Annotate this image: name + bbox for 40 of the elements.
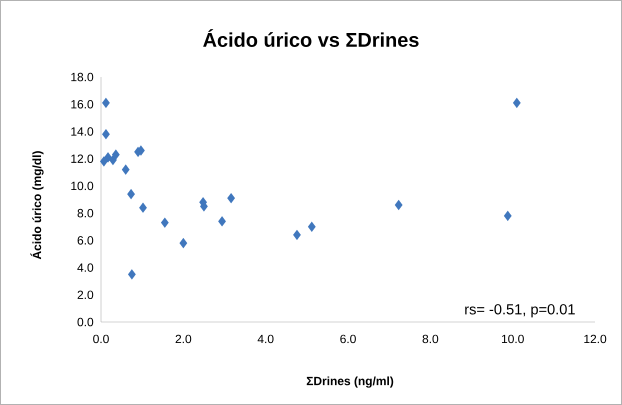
point [394, 200, 403, 210]
annotation: rs= -0.51, p=0.01 [465, 304, 575, 318]
y-tick-label: 4.0 [77, 263, 94, 272]
y-tick-label: 10.0 [71, 182, 94, 190]
point [512, 98, 521, 108]
x-tick-label: 12.0 [584, 334, 606, 344]
point [293, 230, 301, 240]
point [504, 210, 512, 221]
x-axis-title: ΣDrines (ng/ml) [306, 376, 394, 388]
point [100, 156, 108, 166]
x-tick-label: 10.0 [502, 334, 524, 344]
point [109, 155, 117, 166]
x-tick-label: 6.0 [340, 334, 356, 344]
point [104, 152, 112, 162]
point [139, 202, 147, 213]
y-tick-label: 16.0 [71, 100, 94, 108]
y-tick-label: 8.0 [78, 208, 94, 218]
y-tick-label: 12.0 [71, 154, 94, 163]
y-axis-title: Ácido úrico (mg/dl) [30, 151, 44, 260]
chart-title: Ácido úrico vs ΣDrines [203, 29, 419, 47]
point [128, 269, 136, 280]
point [102, 129, 110, 140]
point [160, 218, 169, 228]
point [227, 193, 235, 204]
point [308, 222, 316, 232]
y-tick-label: 6.0 [78, 236, 94, 245]
point [180, 238, 188, 248]
point [122, 164, 130, 175]
y-tick-label: 14.0 [71, 127, 94, 136]
point [102, 98, 110, 108]
x-tick-label: 8.0 [422, 334, 438, 344]
point [127, 189, 135, 200]
x-tick-label: 4.0 [258, 334, 274, 344]
y-tick-label: 0.0 [78, 318, 94, 326]
y-tick-label: 18.0 [71, 72, 94, 82]
y-tick-label: 2.0 [78, 290, 94, 300]
point [218, 216, 226, 226]
x-tick-label: 2.0 [176, 334, 192, 344]
x-tick-label: 0.0 [93, 334, 109, 344]
point [112, 150, 120, 160]
